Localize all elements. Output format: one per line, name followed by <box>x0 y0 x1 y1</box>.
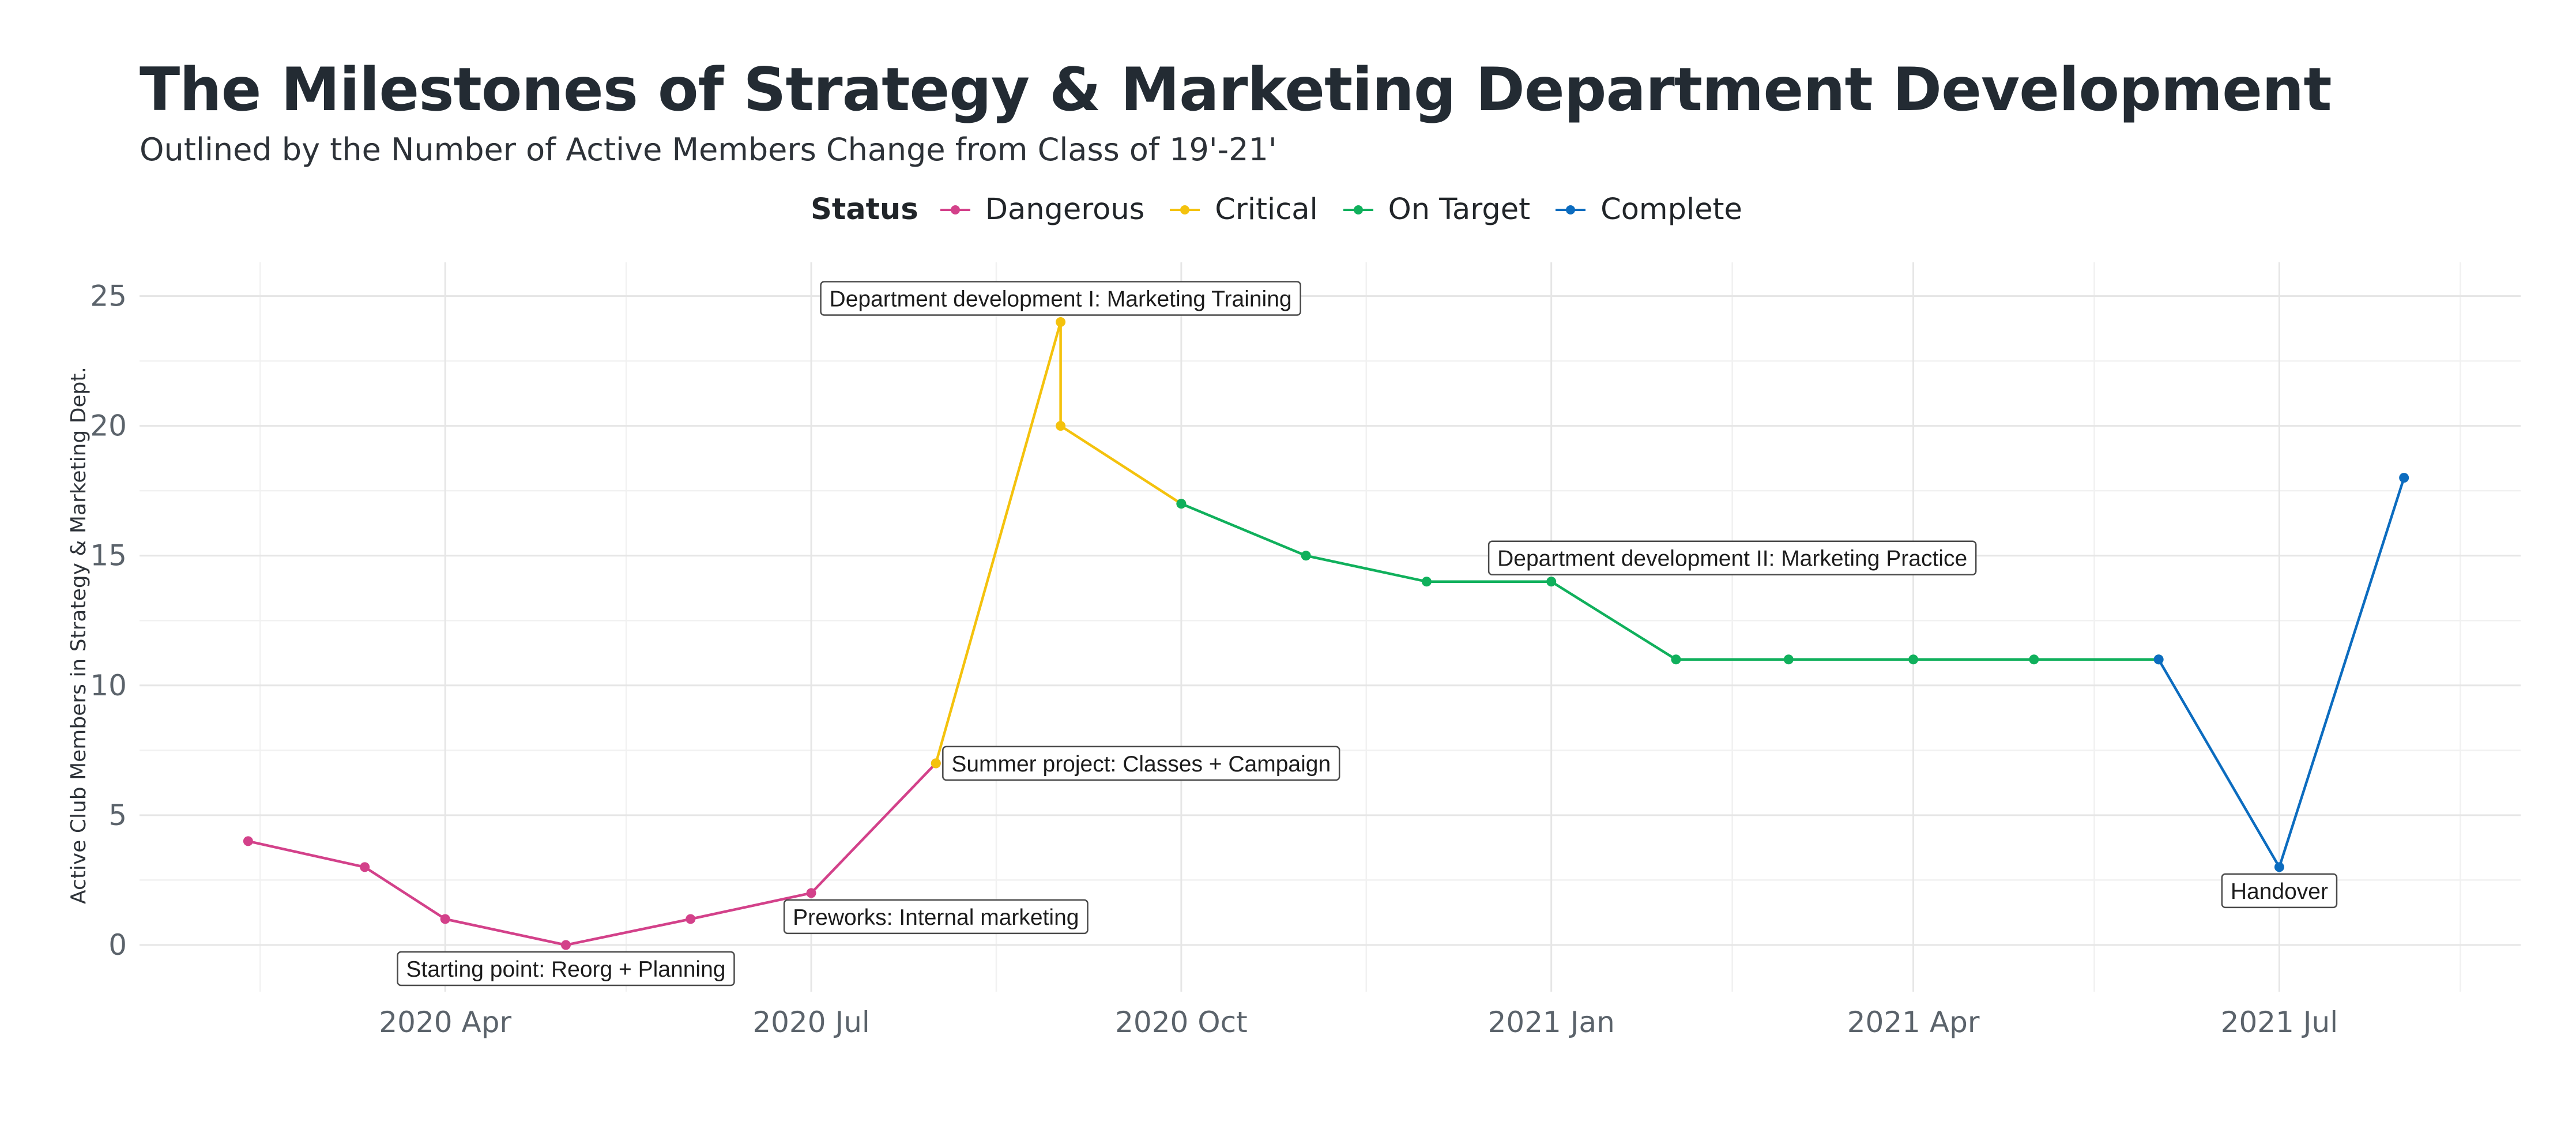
svg-text:Department development II: Mar: Department development II: Marketing Pra… <box>1497 547 1967 571</box>
x-tick-label: 2020 Apr <box>379 1006 511 1039</box>
data-point-dangerous <box>806 888 816 898</box>
annotation-label: Handover <box>2221 873 2338 909</box>
data-point-on-target <box>2029 654 2039 665</box>
y-tick-label: 25 <box>90 280 127 313</box>
legend-key-critical <box>1170 205 1200 214</box>
data-point-on-target <box>1908 654 1919 665</box>
grid-lines <box>140 262 2521 992</box>
chart-subtitle: Outlined by the Number of Active Members… <box>140 131 1277 168</box>
x-tick-label: 2020 Oct <box>1115 1006 1248 1039</box>
svg-text:Preworks: Internal marketing: Preworks: Internal marketing <box>793 905 1079 930</box>
legend-label: Critical <box>1215 193 1318 227</box>
legend-key-dangerous <box>940 205 970 214</box>
data-point-on-target <box>1176 499 1187 509</box>
annotation-label: Department development I: Marketing Trai… <box>820 281 1301 316</box>
legend: Status Dangerous Critical On Target Complet… <box>0 193 2576 227</box>
legend-item-critical: Critical <box>1168 193 1318 227</box>
data-point-dangerous <box>560 940 571 950</box>
x-tick-label: 2021 Jul <box>2221 1006 2338 1039</box>
data-point-critical <box>1056 317 1066 327</box>
svg-text:Summer project: Classes + Camp: Summer project: Classes + Campaign <box>951 752 1331 777</box>
series-lines <box>243 317 2409 950</box>
data-point-complete <box>2153 654 2164 665</box>
annotations: Starting point: Reorg + Planning Preworks… <box>397 281 2338 987</box>
legend-key-on-target <box>1343 205 1373 214</box>
legend-item-on-target: On Target <box>1341 193 1530 227</box>
y-tick-label: 15 <box>90 539 127 573</box>
series-line-complete <box>2157 477 2405 869</box>
legend-label: On Target <box>1388 193 1531 227</box>
x-tick-label: 2021 Jan <box>1488 1006 1615 1039</box>
data-point-dangerous <box>243 836 253 846</box>
data-point-critical <box>931 758 941 769</box>
x-tick-label: 2020 Jul <box>752 1006 869 1039</box>
annotation-label: Department development II: Marketing Pra… <box>1487 540 1977 575</box>
legend-key-complete <box>1556 205 1586 214</box>
data-point-on-target <box>1783 654 1794 665</box>
data-point-on-target <box>1546 577 1557 587</box>
svg-text:Starting point: Reorg + Planni: Starting point: Reorg + Planning <box>406 957 726 982</box>
y-tick-label: 10 <box>90 669 127 702</box>
y-tick-label: 20 <box>90 409 127 443</box>
x-tick-label: 2021 Apr <box>1847 1006 1980 1039</box>
annotation-label: Summer project: Classes + Campaign <box>942 746 1340 781</box>
svg-text:Department development I: Mark: Department development I: Marketing Trai… <box>830 287 1292 312</box>
data-point-dangerous <box>686 914 696 924</box>
data-point-dangerous <box>440 914 450 924</box>
y-axis-title: Active Club Members in Strategy & Market… <box>67 367 91 904</box>
annotation-label: Preworks: Internal marketing <box>783 899 1089 935</box>
axis-ticks: 0 5 10 15 20 25 2020 Apr 2020 Jul 2020 Oct 2021 J… <box>90 280 2338 1039</box>
legend-label: Dangerous <box>985 193 1145 227</box>
data-point-complete <box>2274 862 2284 872</box>
series-line-critical <box>935 321 1182 764</box>
series-line-on-target <box>1181 502 2159 661</box>
data-point-on-target <box>1301 551 1311 561</box>
y-tick-label: 0 <box>108 928 127 962</box>
legend-item-complete: Complete <box>1553 193 1742 227</box>
legend-title: Status <box>811 193 918 227</box>
legend-item-dangerous: Dangerous <box>938 193 1145 227</box>
data-point-critical <box>1056 421 1066 431</box>
annotation-label: Starting point: Reorg + Planning <box>397 951 735 987</box>
data-point-dangerous <box>360 862 370 872</box>
svg-text:Handover: Handover <box>2231 879 2328 904</box>
data-point-on-target <box>1671 654 1681 665</box>
y-tick-label: 5 <box>108 799 127 832</box>
legend-label: Complete <box>1600 193 1742 227</box>
data-point-complete <box>2399 473 2409 483</box>
chart-title: The Milestones of Strategy & Marketing D… <box>140 55 2332 125</box>
data-point-on-target <box>1421 577 1432 587</box>
